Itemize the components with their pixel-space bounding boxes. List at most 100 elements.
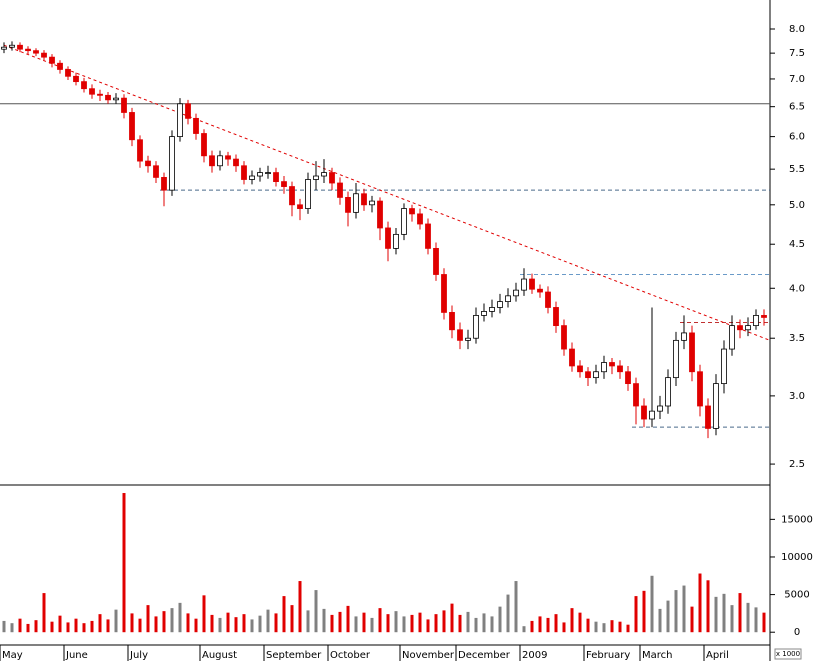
y-tick-label: 4.5 <box>789 239 805 250</box>
volume-bar <box>258 615 262 633</box>
candle-body <box>585 371 591 379</box>
y-tick-label: 7.5 <box>789 48 805 59</box>
candle-body <box>281 181 287 187</box>
volume-bar <box>594 621 598 633</box>
candle-body <box>449 312 455 331</box>
volume-bar <box>378 608 382 633</box>
candle-body <box>665 377 671 407</box>
candle-body <box>297 204 303 209</box>
volume-bar <box>722 593 726 633</box>
volume-bar <box>106 619 110 633</box>
candle-body <box>473 315 479 339</box>
candle-body <box>305 179 311 209</box>
candle-body <box>337 182 343 198</box>
x-tick-label: April <box>706 650 729 661</box>
volume-bar <box>642 590 646 633</box>
y-tick-label: 4.0 <box>789 283 805 294</box>
candle-body <box>601 362 607 373</box>
candle-body <box>241 165 247 180</box>
candle-body <box>161 177 167 191</box>
y-tick-label: 2.5 <box>789 459 805 470</box>
volume-bar <box>610 620 614 633</box>
volume-bar <box>346 605 350 633</box>
volume-bar <box>394 611 398 633</box>
candle-body <box>561 325 567 350</box>
volume-bar <box>114 609 118 633</box>
volume-bar <box>18 618 22 633</box>
volume-bar <box>714 596 718 633</box>
candle-body <box>649 410 655 420</box>
candle-body <box>441 274 447 313</box>
volume-bar <box>162 611 166 633</box>
x-tick-label: February <box>586 650 630 661</box>
x-tick-label: October <box>330 650 371 661</box>
candle-body <box>489 307 495 312</box>
volume-bar <box>626 624 630 633</box>
volume-bar <box>226 612 230 633</box>
volume-bar <box>298 581 302 633</box>
volume-bar <box>426 619 430 633</box>
candle-body <box>569 348 575 367</box>
candle-body <box>657 405 663 412</box>
candle-body <box>617 365 623 373</box>
candle-body <box>329 172 335 184</box>
volume-bar <box>322 608 326 633</box>
volume-bar <box>330 614 334 633</box>
volume-bar <box>210 614 214 633</box>
candle-body <box>497 301 503 308</box>
candle-body <box>289 186 295 206</box>
volume-bar <box>666 600 670 633</box>
candle-body <box>745 325 751 331</box>
volume-bar <box>90 620 94 633</box>
y-tick-label: 8.0 <box>789 24 805 35</box>
candle-body <box>225 155 231 160</box>
candle-body <box>721 348 727 385</box>
volume-bar <box>586 618 590 633</box>
candle-body <box>193 117 199 134</box>
candle-body <box>313 175 319 180</box>
x-tick-label: September <box>266 650 322 661</box>
candle-body <box>457 329 463 341</box>
candle-body <box>233 158 239 167</box>
volume-bar <box>10 623 14 633</box>
candle-body <box>673 339 679 379</box>
volume-bar <box>122 493 126 633</box>
candle-body <box>9 44 15 48</box>
volume-bar <box>570 608 574 633</box>
candle-body <box>121 97 127 113</box>
candle-body <box>17 44 23 50</box>
candle-body <box>697 371 703 407</box>
volume-bar <box>386 614 390 633</box>
volume-bar <box>34 620 38 633</box>
volume-bar <box>202 595 206 633</box>
volume-bar <box>546 617 550 633</box>
volume-bar <box>418 612 422 633</box>
candle-body <box>689 332 695 373</box>
x-tick-label: May <box>2 650 23 661</box>
y-tick-label: 5.0 <box>789 200 805 211</box>
volume-bar <box>474 617 478 633</box>
y-tick-label: 6.0 <box>789 132 805 143</box>
volume-bar <box>314 590 318 633</box>
y-tick-label: 10000 <box>781 552 813 563</box>
candle-body <box>273 172 279 183</box>
candle-body <box>321 172 327 177</box>
volume-bar <box>650 575 654 633</box>
candle-body <box>65 69 71 77</box>
x-tick-label: December <box>458 650 511 661</box>
volume-bar <box>250 619 254 633</box>
volume-bar <box>2 620 6 633</box>
volume-bar <box>618 621 622 633</box>
candle-body <box>361 193 367 206</box>
candle-body <box>81 81 87 90</box>
candle-body <box>377 200 383 229</box>
volume-bar <box>58 615 62 633</box>
unit-box <box>774 648 802 660</box>
x-tick-label: November <box>402 650 455 661</box>
volume-bar <box>602 623 606 633</box>
volume-bar <box>522 626 526 633</box>
candle-body <box>73 75 79 83</box>
candle-body <box>465 337 471 341</box>
